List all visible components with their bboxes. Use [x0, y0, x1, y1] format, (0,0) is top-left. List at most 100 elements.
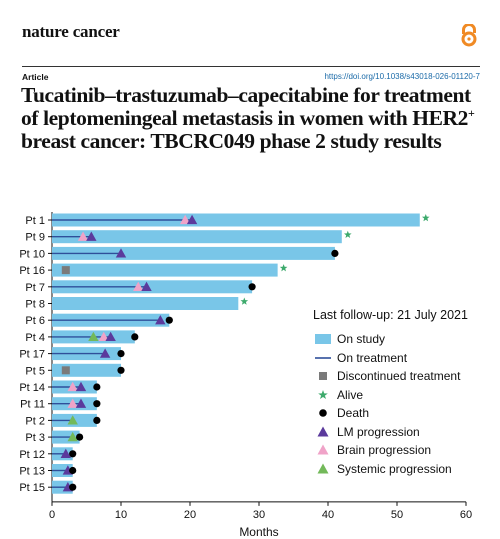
open-access-icon	[461, 24, 477, 47]
brain-progression-marker	[179, 214, 191, 225]
legend-item-label: On treatment	[337, 350, 408, 365]
x-tick-label: 40	[322, 509, 334, 521]
death-icon	[319, 409, 327, 417]
lm-progression-marker	[186, 214, 198, 225]
patient-label: Pt 15	[19, 482, 45, 494]
header-rule	[22, 66, 480, 67]
patient-label: Pt 2	[25, 415, 45, 427]
x-tick-label: 0	[49, 509, 55, 521]
legend-item-lm: LM progression	[315, 424, 485, 440]
title-superscript: +	[468, 105, 475, 120]
discontinued-icon	[319, 372, 327, 380]
patient-label: Pt 16	[19, 265, 45, 277]
alive-marker	[344, 230, 352, 238]
brain-progression-marker	[67, 381, 78, 392]
lm-progression-marker	[75, 398, 87, 408]
article-title: Tucatinib–trastuzumab–capecitabine for t…	[21, 84, 491, 153]
patient-label: Pt 5	[25, 365, 45, 377]
death-marker	[69, 450, 77, 458]
alive-marker	[240, 297, 249, 305]
death-marker	[93, 383, 101, 391]
patient-label: Pt 11	[20, 399, 45, 411]
systemic-progression-marker	[67, 431, 78, 442]
discontinued-marker	[61, 266, 70, 275]
legend-item-brain: Brain progression	[315, 442, 485, 458]
title-main: Tucatinib–trastuzumab–capecitabine for t…	[21, 83, 471, 130]
lm-progression-marker	[60, 448, 71, 458]
patient-label: Pt 13	[19, 466, 45, 478]
lm-progression-marker	[86, 231, 97, 241]
discontinued-marker	[61, 366, 70, 375]
death-marker	[117, 366, 125, 374]
systemic-icon	[317, 463, 329, 473]
brain-progression-marker	[133, 281, 144, 291]
x-tick-label: 10	[115, 509, 127, 521]
legend-title: Last follow-up: 21 July 2021	[313, 308, 468, 322]
on-treatment-icon	[315, 356, 331, 359]
legend-item-label: Death	[337, 406, 370, 420]
patient-label: Pt 14	[19, 382, 45, 394]
legend-item-label: Alive	[337, 387, 364, 402]
systemic-progression-marker	[67, 415, 78, 425]
legend-item-alive: Alive	[315, 387, 485, 403]
death-marker	[76, 433, 84, 441]
patient-label: Pt 10	[19, 248, 45, 260]
on-study-bar	[52, 297, 239, 310]
death-marker	[69, 466, 77, 475]
legend-item-systemic: Systemic progression	[315, 461, 485, 477]
patient-label: Pt 1	[25, 215, 45, 227]
on-study-bar	[52, 280, 253, 294]
brain-icon	[317, 444, 329, 455]
brain-progression-marker	[98, 331, 109, 342]
on-study-icon	[315, 334, 331, 344]
alive-marker	[279, 264, 288, 272]
lm-progression-marker	[155, 315, 166, 325]
patient-label: Pt 7	[25, 282, 45, 294]
brain-progression-marker	[67, 398, 78, 408]
death-marker	[165, 316, 173, 324]
x-tick-label: 30	[253, 509, 265, 521]
patient-label: Pt 8	[25, 299, 45, 311]
title-end: breast cancer: TBCRC049 phase 2 study re…	[21, 129, 442, 153]
journal-name: nature cancer	[22, 22, 120, 41]
legend-item-discontinued: Discontinued treatment	[315, 368, 485, 384]
death-marker	[331, 249, 339, 257]
x-tick-label: 20	[184, 509, 196, 521]
brain-progression-marker	[77, 231, 89, 241]
legend-item-label: LM progression	[337, 424, 420, 439]
legend-item-on-treatment: On treatment	[315, 350, 485, 366]
x-axis-label: Months	[239, 525, 278, 539]
patient-label: Pt 3	[25, 432, 45, 444]
patient-label: Pt 4	[25, 332, 45, 344]
death-marker	[93, 416, 101, 424]
lm-progression-marker	[115, 248, 127, 258]
lm-icon	[317, 426, 329, 436]
lm-progression-marker	[105, 331, 116, 342]
on-study-bar	[52, 213, 420, 227]
lm-progression-marker	[141, 281, 152, 291]
death-marker	[248, 283, 256, 291]
patient-label: Pt 9	[25, 232, 45, 244]
legend-item-death: Death	[315, 405, 485, 421]
alive-icon	[318, 389, 328, 399]
on-study-bar	[52, 263, 278, 277]
legend-item-label: On study	[337, 332, 386, 346]
lm-progression-marker	[99, 348, 111, 358]
doi-link[interactable]: https://doi.org/10.1038/s43018-026-01120…	[324, 72, 480, 81]
x-tick-label: 50	[391, 509, 403, 521]
lm-progression-marker	[75, 381, 87, 392]
death-marker	[93, 400, 101, 408]
on-study-bar	[52, 230, 342, 244]
x-tick-label: 60	[460, 509, 472, 521]
article-type-label: Article	[22, 72, 49, 82]
legend-item-label: Brain progression	[337, 443, 432, 457]
patient-label: Pt 12	[19, 449, 45, 461]
death-marker	[131, 333, 139, 341]
legend-item-label: Systemic progression	[337, 461, 452, 476]
alive-marker	[421, 214, 430, 222]
legend-item-label: Discontinued treatment	[337, 369, 461, 383]
systemic-progression-marker	[88, 331, 99, 342]
death-marker	[117, 350, 125, 358]
patient-label: Pt 6	[25, 315, 45, 327]
